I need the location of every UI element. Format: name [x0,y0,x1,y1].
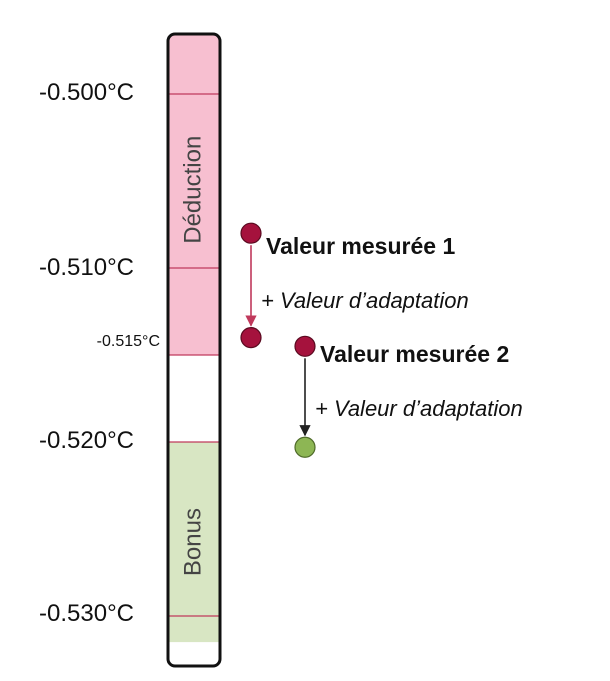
zone-label-bonus: Bonus [179,508,206,576]
zone-neutral [168,355,220,442]
scale-bar-outline [166,32,222,668]
adapted-value-2-marker [294,436,316,458]
tick-label-0515: -0.515°C [96,333,160,350]
measured-value-1-marker [240,222,262,244]
adaptation-value-2-label: + Valeur d’adaptation [315,396,523,421]
measured-value-1-label: Valeur mesurée 1 [266,233,456,259]
zone-label-deduction: Déduction [179,136,206,244]
tick-label-0530: -0.530°C [39,600,134,627]
zone-deduction [168,34,220,355]
tick-label-0510: -0.510°C [39,254,134,281]
adaptation-value-1-label: + Valeur d’adaptation [261,288,469,313]
adapted-value-1-marker [240,327,262,349]
tick-label-0520: -0.520°C [39,427,134,454]
measured-value-2-label: Valeur mesurée 2 [320,341,510,367]
tick-label-0500: -0.500°C [39,79,134,106]
zone-bonus [168,442,220,643]
measured-value-2-marker [294,335,316,357]
